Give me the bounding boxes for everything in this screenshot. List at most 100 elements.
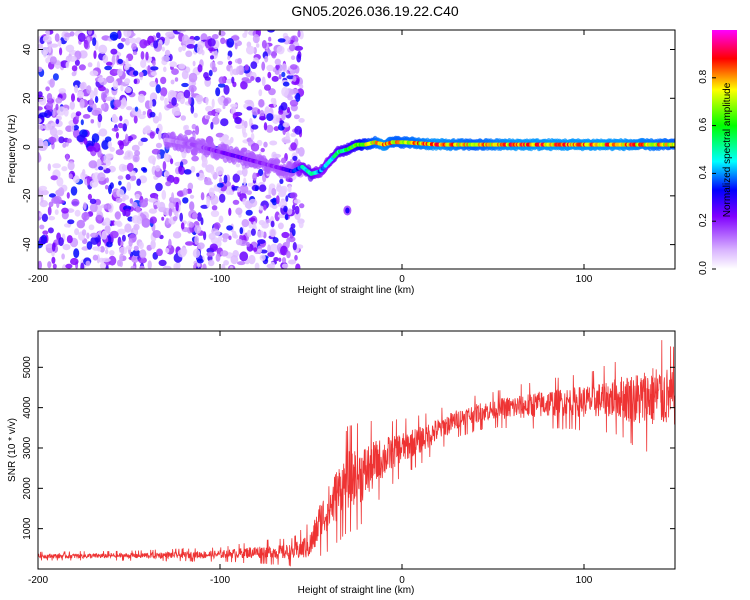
spectrogram-noise-cell	[40, 46, 49, 56]
spectrogram-noise-cell	[104, 136, 112, 143]
spectrogram-noise-cell	[183, 89, 191, 99]
spectrogram-noise-cell	[139, 39, 148, 49]
spectrogram-noise-cell	[121, 196, 126, 202]
spectrogram-noise-cell	[283, 205, 288, 213]
spectrogram-noise-cell	[151, 148, 161, 155]
spectrogram-noise-cell	[40, 234, 48, 245]
spectrogram-noise-cell	[52, 110, 56, 117]
spectrogram-noise-cell	[117, 228, 126, 235]
spectrogram-noise-cell	[117, 68, 123, 77]
spectrogram-noise-cell	[259, 254, 266, 261]
spectrogram-noise-cell	[276, 45, 285, 55]
spectrogram-noise-cell	[55, 103, 59, 111]
spectrogram-noise-cell	[292, 204, 296, 211]
spectrogram-noise-cell	[155, 182, 163, 192]
spectrogram-noise-cell	[274, 58, 281, 66]
snr-y-tick-label: 4000	[22, 396, 33, 419]
spectrogram-noise-cell	[151, 99, 157, 107]
spectrogram-noise-cell	[245, 209, 253, 216]
spectrogram-noise-cell	[270, 220, 275, 228]
spectrogram-noise-cell	[210, 169, 215, 175]
spectrogram-noise-cell	[139, 249, 147, 259]
spectrogram-noise-cell	[162, 161, 167, 171]
spectrogram-noise-cell	[171, 192, 175, 202]
spectrogram-noise-cell	[82, 114, 91, 119]
spectrogram-noise-cell	[123, 30, 132, 38]
spectrogram-noise-cell	[105, 96, 114, 102]
spectrogram-noise-cell	[138, 140, 144, 147]
spectrogram-noise-cell	[82, 169, 86, 177]
spectrogram-noise-cell	[197, 242, 205, 250]
spectrogram-noise-cell	[152, 115, 160, 124]
spectrogram-noise-cell	[263, 122, 268, 131]
spectrogram-noise-cell	[99, 246, 105, 253]
spectrogram-noise-cell	[166, 174, 175, 184]
spectrogram-noise-cell	[91, 133, 100, 143]
spectrogram-noise-cell	[170, 158, 174, 165]
spectrogram-noise-cell	[189, 201, 195, 211]
spectrogram-noise-cell	[111, 55, 116, 66]
spectrogram-noise-cell	[101, 230, 108, 240]
spectrogram-noise-cell	[222, 237, 228, 243]
spectrogram-noise-cell	[174, 77, 179, 82]
spectrogram-noise-cell	[280, 245, 288, 256]
spectrogram-noise-cell	[223, 84, 230, 95]
colorbar-tick-label: 0.6	[698, 117, 709, 131]
spectrogram-noise-cell	[49, 127, 58, 137]
spectrogram-noise-cell	[279, 178, 284, 184]
spectrogram-noise-cell	[298, 147, 305, 157]
spectrogram-noise-cell	[239, 227, 244, 235]
spectrogram-noise-cell	[63, 107, 69, 117]
spectrogram-noise-cell	[178, 63, 186, 70]
spectrogram-noise-cell	[103, 217, 111, 227]
spectrogram-noise-cell	[207, 259, 215, 267]
spectrogram-noise-cell	[133, 223, 140, 231]
spectrogram-noise-cell	[194, 225, 202, 234]
spectrogram-noise-cell	[69, 31, 75, 37]
spectrogram-noise-cell	[105, 177, 110, 183]
spectrogram-noise-cell	[176, 190, 184, 197]
snr-y-ticks: 1000 2000 3000 4000 5000	[22, 356, 675, 540]
spectrogram-noise-cell	[140, 137, 148, 142]
spectrogram-noise-cell	[117, 175, 124, 180]
spectrogram-noise-cell	[120, 37, 126, 42]
spectrogram-noise-cell	[137, 93, 145, 103]
spectrogram-noise-cell	[227, 55, 231, 60]
snr-y-tick-label: 2000	[22, 477, 33, 500]
spectrogram-noise-cell	[112, 80, 119, 90]
spectrogram-noise-cell	[294, 45, 304, 51]
spectrogram-noise-cell	[258, 99, 265, 108]
spectrogram-noise-cell	[52, 163, 61, 169]
spectrogram-noise-cell	[207, 111, 215, 116]
spectrogram-noise-cell	[160, 87, 168, 97]
spectrogram-noise-cell	[38, 112, 48, 118]
spectrogram-noise-cell	[114, 211, 121, 220]
spectrogram-noise-cell	[271, 75, 279, 82]
spectrogram-noise-cell	[92, 37, 97, 46]
spectrogram-noise-cell	[124, 86, 132, 94]
spectrogram-noise-cell	[251, 124, 259, 130]
spectrogram-noise-cell	[134, 193, 141, 200]
spectrogram-noise-cell	[38, 139, 44, 149]
spectrogram-noise-cell	[162, 265, 172, 269]
spectrogram-noise-cell	[246, 106, 253, 111]
spectrogram-noise-cell	[248, 198, 258, 208]
spectrogram-noise-cell	[268, 36, 272, 42]
spectrogram-noise-cell	[189, 194, 195, 199]
spectrogram-noise-cell	[194, 235, 200, 245]
spectrogram-noise-cell	[123, 64, 130, 71]
spectrogram-noise-cell	[80, 262, 85, 269]
spectrogram-noise-cell	[190, 165, 196, 173]
spectrogram-noise-cell	[185, 50, 193, 58]
spectrogram-noise-cell	[289, 88, 299, 95]
spectrogram-noise-cell	[182, 188, 188, 196]
spectrogram-noise-cell	[180, 115, 186, 121]
spectrogram-noise-cell	[158, 259, 167, 267]
spectrogram-noise-cell	[52, 263, 57, 269]
colorbar-gradient	[712, 30, 737, 269]
spectrogram-noise-cell	[231, 76, 235, 84]
spectrogram-noise-cell	[48, 216, 56, 221]
spectrogram-noise-cell	[125, 57, 129, 67]
